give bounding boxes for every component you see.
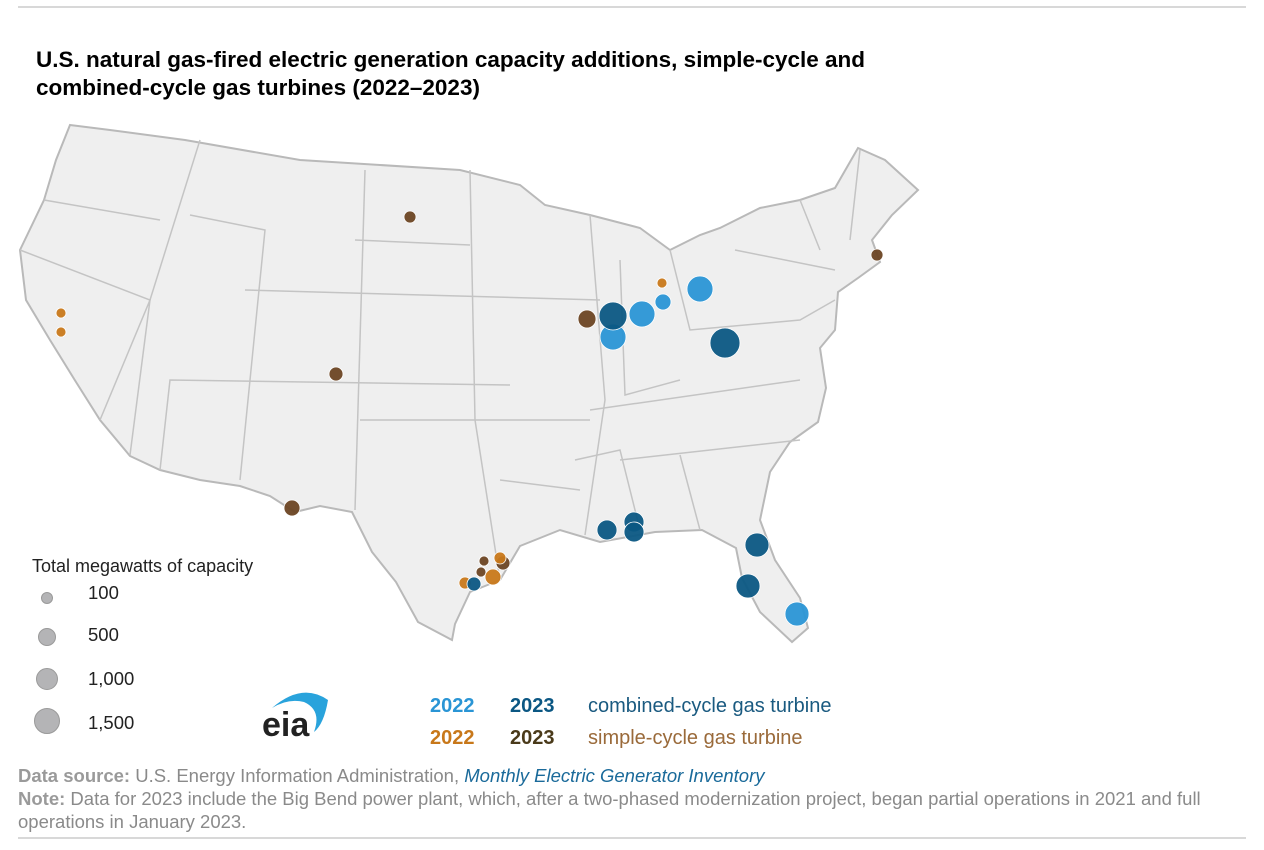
type-legend: 2022 2023 combined-cycle gas turbine 202… <box>430 690 831 754</box>
size-legend-title: Total megawatts of capacity <box>32 556 254 576</box>
chart-title: U.S. natural gas-fired electric generati… <box>36 47 866 100</box>
legend-year-2023: 2023 <box>510 694 555 717</box>
plant-marker-simple-cycle-2022 <box>484 568 502 586</box>
size-circle <box>34 708 60 734</box>
size-circle <box>38 628 56 646</box>
legend-combined-cycle: 2022 2023 combined-cycle gas turbine <box>430 690 831 722</box>
plant-marker-simple-cycle-2022 <box>493 551 507 565</box>
plant-marker-combined-cycle-2022 <box>784 601 810 627</box>
plant-marker-simple-cycle-2023 <box>478 555 490 567</box>
plant-marker-combined-cycle-2023 <box>598 301 628 331</box>
plant-marker-combined-cycle-2023 <box>623 521 645 543</box>
state-borders <box>19 139 861 581</box>
plant-marker-simple-cycle-2022 <box>55 326 67 338</box>
size-circle <box>41 592 53 604</box>
source-label: Data source: <box>18 765 131 786</box>
plant-marker-simple-cycle-2023 <box>577 309 597 329</box>
plant-marker-simple-cycle-2023 <box>403 210 417 224</box>
size-label: 1,000 <box>88 668 135 689</box>
size-circle <box>36 668 58 690</box>
eia-logo: eia <box>262 692 328 740</box>
plant-markers <box>55 210 884 627</box>
source-text: U.S. Energy Information Administration, <box>135 765 460 786</box>
plant-marker-simple-cycle-2022 <box>55 307 67 319</box>
legend-simple-cycle: 2022 2023 simple-cycle gas turbine <box>430 722 831 754</box>
plant-marker-combined-cycle-2023 <box>466 576 482 592</box>
size-label: 1,500 <box>88 712 135 733</box>
plant-marker-combined-cycle-2023 <box>735 573 761 599</box>
top-divider <box>18 6 1246 8</box>
legend-label: simple-cycle gas turbine <box>588 726 803 749</box>
plant-marker-simple-cycle-2023 <box>283 499 301 517</box>
bottom-divider <box>18 837 1246 839</box>
plant-marker-combined-cycle-2023 <box>596 519 618 541</box>
plant-marker-simple-cycle-2023 <box>475 566 487 578</box>
svg-text:eia: eia <box>262 706 310 740</box>
plant-marker-combined-cycle-2022 <box>686 275 714 303</box>
legend-year-2023: 2023 <box>510 726 555 749</box>
plant-marker-combined-cycle-2022 <box>628 300 656 328</box>
plant-marker-simple-cycle-2023 <box>328 366 344 382</box>
plant-marker-combined-cycle-2022 <box>654 293 672 311</box>
legend-year-2022: 2022 <box>430 694 475 717</box>
legend-label: combined-cycle gas turbine <box>588 694 832 717</box>
plant-marker-simple-cycle-2023 <box>870 248 884 262</box>
size-label: 100 <box>88 582 119 603</box>
footer-notes: Data source: U.S. Energy Information Adm… <box>18 764 1248 833</box>
plant-marker-simple-cycle-2022 <box>656 277 668 289</box>
size-legend: Total megawatts of capacity 100 500 1,000 1… <box>32 556 254 734</box>
plant-marker-combined-cycle-2023 <box>709 327 741 359</box>
note-label: Note: <box>18 788 66 809</box>
us-outline <box>18 123 920 644</box>
legend-year-2022: 2022 <box>430 726 475 749</box>
size-label: 500 <box>88 624 119 645</box>
note-text: Data for 2023 include the Big Bend power… <box>18 788 1201 832</box>
plant-marker-combined-cycle-2023 <box>744 532 770 558</box>
source-link[interactable]: Monthly Electric Generator Inventory <box>464 765 765 786</box>
